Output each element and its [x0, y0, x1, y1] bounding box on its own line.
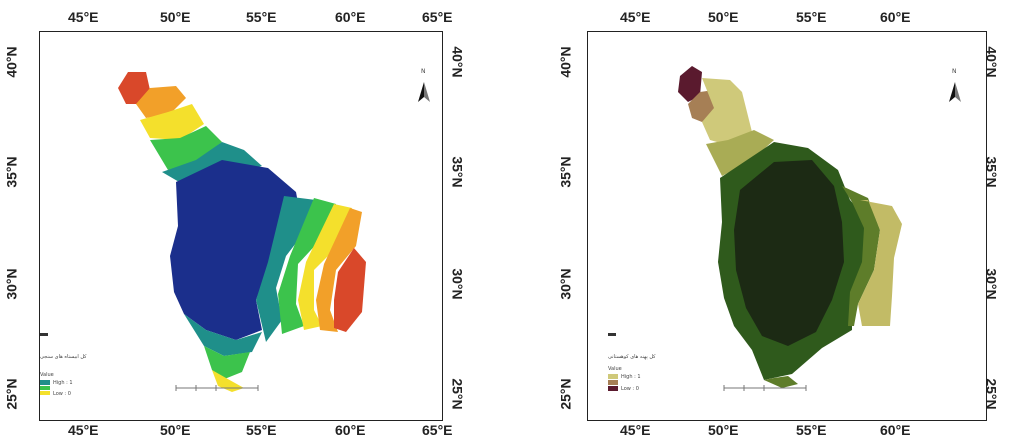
right-legend-low-label: Low : 0	[621, 386, 639, 392]
left-zone-yellow-south	[212, 370, 244, 392]
left-legend-high-label: High : 1	[53, 380, 73, 386]
right-zone-olive-north	[706, 130, 774, 176]
left-zone-orange-north	[136, 86, 186, 118]
left-legend-swatch-high	[40, 380, 50, 385]
left-lon-tick-top: 45°E	[68, 9, 99, 25]
left-choropleth-map	[40, 72, 430, 395]
right-lon-tick-top: 45°E	[620, 9, 651, 25]
left-lon-tick-bottom: 60°E	[335, 422, 366, 438]
left-lat-tick-left: 35°N	[3, 156, 20, 188]
left-legend-swatch-mid	[40, 386, 50, 390]
left-lat-tick-right: 25°N	[449, 378, 466, 410]
right-zone-darkgreen-core	[734, 160, 844, 346]
right-map-panel: 45°E 50°E 55°E 60°E 45°E 50°E 55°E 60°E …	[552, 0, 1010, 448]
left-zone-teal-north	[162, 142, 262, 186]
left-zone-red-north	[118, 72, 150, 104]
left-scale-bar	[175, 385, 259, 391]
right-zone-tan-north	[702, 78, 752, 144]
right-north-label: N	[952, 68, 957, 75]
right-lon-tick-top: 55°E	[796, 9, 827, 25]
right-lon-tick-bottom: 55°E	[796, 422, 827, 438]
right-lon-tick-bottom: 60°E	[880, 422, 911, 438]
left-lat-tick-left: 40°N	[3, 46, 20, 78]
left-lat-tick-left: 30°N	[3, 268, 20, 300]
left-lon-tick-bottom: 55°E	[246, 422, 277, 438]
right-zone-olive-east	[842, 186, 880, 326]
right-scale-bar	[723, 385, 807, 391]
left-lat-tick-right: 35°N	[449, 156, 466, 188]
left-lat-tick-left: 25°N	[3, 378, 20, 410]
left-lon-tick-top: 50°E	[160, 9, 191, 25]
left-lat-tick-right: 30°N	[449, 268, 466, 300]
left-zone-yellow-north	[140, 104, 204, 140]
right-choropleth-map	[608, 66, 961, 391]
right-lat-tick-right: 35°N	[983, 156, 1000, 188]
right-lat-tick-right: 30°N	[983, 268, 1000, 300]
right-lon-tick-bottom: 45°E	[620, 422, 651, 438]
right-legend-mini-swatch	[608, 333, 616, 336]
left-north-label: N	[421, 68, 426, 75]
left-zone-orange-east	[316, 208, 362, 332]
left-lon-tick-top: 65°E	[422, 9, 453, 25]
left-zone-green-north	[150, 126, 222, 170]
left-legend-value-label: Value	[40, 372, 54, 378]
right-legend-swatch-mid	[608, 380, 618, 385]
left-north-arrow-icon	[418, 82, 430, 102]
left-legend-low-label: Low : 0	[53, 391, 71, 397]
right-legend-title: كل پهنه هاى كوهستانى	[608, 354, 656, 360]
left-zone-blue-core	[170, 160, 300, 340]
left-zone-red-east	[334, 248, 366, 332]
left-legend-title: كل ابيستاه هاى سنجى	[40, 354, 87, 360]
right-lat-tick-left: 30°N	[557, 268, 574, 300]
right-lon-tick-bottom: 50°E	[708, 422, 739, 438]
right-legend-swatch-high	[608, 374, 618, 379]
right-legend-value-label: Value	[608, 366, 622, 372]
right-lat-tick-left: 25°N	[557, 378, 574, 410]
left-lon-tick-bottom: 45°E	[68, 422, 99, 438]
right-zone-khaki-south	[764, 376, 798, 388]
right-lon-tick-top: 60°E	[880, 9, 911, 25]
right-lat-tick-left: 35°N	[557, 156, 574, 188]
right-legend-swatch-low	[608, 386, 618, 391]
left-map-panel: 45°E 50°E 55°E 60°E 65°E 45°E 50°E 55°E …	[0, 0, 475, 448]
left-legend-swatch-low	[40, 391, 50, 395]
right-zone-khaki-east	[858, 200, 902, 326]
right-north-arrow-icon	[949, 82, 961, 102]
left-legend-mini-swatch	[40, 333, 48, 336]
left-lon-tick-bottom: 65°E	[422, 422, 453, 438]
left-lon-tick-top: 55°E	[246, 9, 277, 25]
right-lon-tick-top: 50°E	[708, 9, 739, 25]
left-lat-tick-right: 40°N	[449, 46, 466, 78]
left-zone-green-south	[204, 346, 250, 380]
left-lon-tick-bottom: 50°E	[160, 422, 191, 438]
left-lon-tick-top: 60°E	[335, 9, 366, 25]
left-zone-teal-south	[184, 314, 262, 356]
right-zone-maroon-north	[678, 66, 702, 102]
right-legend-high-label: High : 1	[621, 374, 641, 380]
right-lat-tick-right: 40°N	[983, 46, 1000, 78]
right-lat-tick-right: 25°N	[983, 378, 1000, 410]
right-lat-tick-left: 40°N	[557, 46, 574, 78]
